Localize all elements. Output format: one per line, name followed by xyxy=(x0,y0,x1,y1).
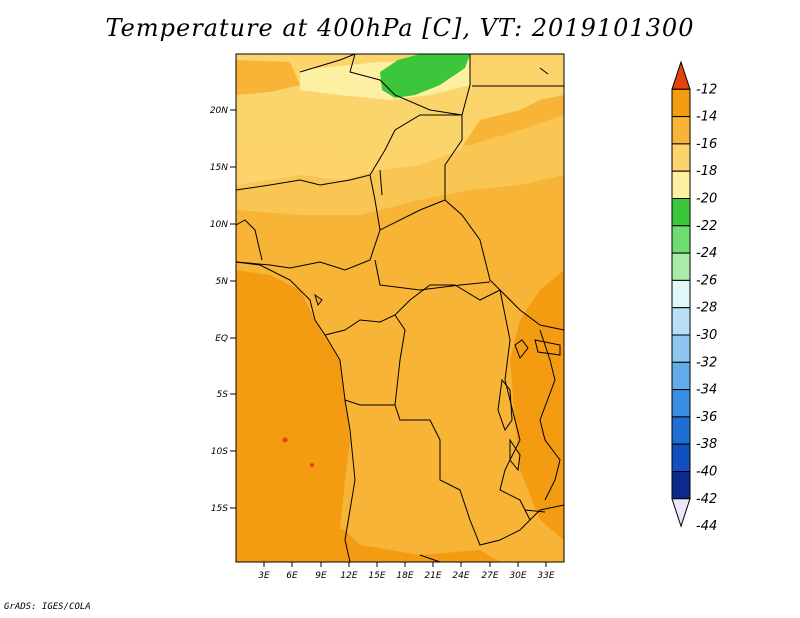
colorbar-swatch xyxy=(671,88,691,118)
border-line xyxy=(235,219,263,261)
lat-axis xyxy=(230,109,236,509)
lat-label: 20N xyxy=(210,106,228,116)
colorbar-label: -18 xyxy=(696,164,717,179)
colorbar-swatch xyxy=(671,471,691,500)
colorbar-label: -44 xyxy=(696,519,717,534)
colorbar-swatch xyxy=(671,225,691,254)
border-line xyxy=(299,53,356,73)
coast-line xyxy=(539,67,549,75)
lat-label: EQ xyxy=(215,334,228,344)
colorbar-swatch xyxy=(671,443,691,473)
map-title: Temperature at 400hPa [C], VT: 201910130… xyxy=(105,14,695,42)
grads-credit: GrADS: IGES/COLA xyxy=(4,602,91,612)
map-borders xyxy=(235,53,565,563)
colorbar-swatch xyxy=(671,307,691,336)
border-line xyxy=(499,289,531,521)
lat-labels: 20N 15N 10N 5N EQ 5S 10S 15S xyxy=(210,106,228,514)
colorbar-swatch xyxy=(671,389,691,418)
temperature-field xyxy=(236,54,564,562)
colorbar-swatch xyxy=(671,143,691,172)
border-line xyxy=(379,169,383,196)
lon-label: 27E xyxy=(481,571,498,581)
colorbar-swatch xyxy=(671,334,691,363)
lake-outline xyxy=(314,293,323,307)
lat-label: 15S xyxy=(211,504,228,514)
border-line xyxy=(379,199,446,231)
lake-outline xyxy=(524,509,546,513)
colorbar-label: -24 xyxy=(696,246,717,261)
lon-label: 30E xyxy=(509,571,526,581)
lon-label: 3E xyxy=(258,571,270,581)
lake-outline xyxy=(497,378,513,432)
lon-axis xyxy=(263,562,547,567)
colorbar-swatch xyxy=(671,361,691,391)
lon-label: 33E xyxy=(537,571,554,581)
lat-label: 15N xyxy=(210,163,228,173)
colorbar-swatch xyxy=(671,252,691,281)
colorbar-swatch xyxy=(671,279,691,309)
colorbar-top-triangle xyxy=(671,60,691,90)
field-band-18 xyxy=(236,115,564,215)
lon-label: 18E xyxy=(396,571,413,581)
lat-label: 10N xyxy=(210,220,228,230)
colorbar-swatch xyxy=(671,416,691,445)
lon-label: 6E xyxy=(286,571,298,581)
map-frame xyxy=(235,53,565,563)
colorbar-label: -42 xyxy=(696,492,717,507)
lon-label: 9E xyxy=(315,571,327,581)
lat-label: 10S xyxy=(211,447,228,457)
field-south-14 xyxy=(236,520,500,562)
colorbar-label: -34 xyxy=(696,383,717,398)
field-hot-spot xyxy=(282,437,288,443)
field-hot-spot xyxy=(310,463,314,467)
lon-label: 15E xyxy=(368,571,385,581)
lake-outline xyxy=(509,438,521,472)
colorbar-label: -40 xyxy=(696,465,717,480)
lake-outline xyxy=(534,339,561,356)
border-line xyxy=(349,53,471,116)
field-nw-16 xyxy=(236,60,300,95)
colorbar-label: -22 xyxy=(696,219,717,234)
colorbar: -12 -14 -16 -18 -20 -22 -24 -26 -28 -30 -32 -34 -36 -… xyxy=(671,60,717,534)
colorbar-swatch xyxy=(671,198,691,227)
colorbar-label: -14 xyxy=(696,110,717,125)
border-line xyxy=(235,261,565,336)
colorbar-bottom-triangle xyxy=(671,498,691,528)
colorbar-label: -12 xyxy=(696,82,717,97)
field-green-22 xyxy=(380,54,470,98)
lon-labels: 3E 6E 9E 12E 15E 18E 21E 24E 27E 30E 33E xyxy=(258,571,555,581)
colorbar-label: -38 xyxy=(696,437,717,452)
colorbar-label: -30 xyxy=(696,328,717,343)
border-line xyxy=(419,554,441,563)
border-line xyxy=(235,114,462,191)
lat-label: 5S xyxy=(217,390,229,400)
colorbar-label: -32 xyxy=(696,355,717,370)
colorbar-swatch xyxy=(671,116,691,145)
lake-outline xyxy=(514,339,529,359)
field-east-14 xyxy=(510,270,564,540)
border-line xyxy=(444,115,501,291)
colorbar-label: -20 xyxy=(696,192,717,207)
colorbar-swatch xyxy=(671,170,691,199)
colorbar-label: -28 xyxy=(696,301,717,316)
border-line xyxy=(374,259,491,291)
border-line xyxy=(235,174,381,271)
colorbar-label: -16 xyxy=(696,137,717,152)
lon-label: 21E xyxy=(424,571,441,581)
lat-label: 5N xyxy=(216,277,229,287)
border-line xyxy=(324,334,565,546)
lon-label: 24E xyxy=(452,571,469,581)
border-line xyxy=(539,329,561,501)
colorbar-label: -36 xyxy=(696,410,717,425)
border-line xyxy=(394,314,406,406)
border-line xyxy=(344,399,356,563)
lon-label: 12E xyxy=(340,571,357,581)
field-sw-14 xyxy=(236,270,350,562)
colorbar-label: -26 xyxy=(696,273,717,288)
